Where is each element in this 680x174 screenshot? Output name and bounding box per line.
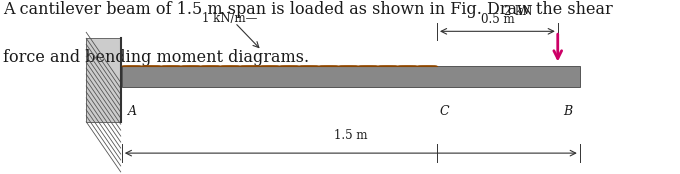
Polygon shape <box>161 65 181 66</box>
Polygon shape <box>299 65 319 66</box>
Polygon shape <box>240 65 260 66</box>
Polygon shape <box>358 65 378 66</box>
Polygon shape <box>398 65 418 66</box>
Bar <box>122 66 580 87</box>
Text: 2 kN: 2 kN <box>504 5 532 18</box>
Bar <box>86 38 121 122</box>
Polygon shape <box>279 65 299 66</box>
Polygon shape <box>378 65 398 66</box>
Text: 0.5 m: 0.5 m <box>481 13 514 26</box>
Polygon shape <box>201 65 220 66</box>
Text: 1.5 m: 1.5 m <box>334 129 368 142</box>
Polygon shape <box>260 65 279 66</box>
Text: C: C <box>440 105 449 118</box>
Polygon shape <box>122 65 141 66</box>
Polygon shape <box>181 65 201 66</box>
Text: A: A <box>128 105 137 118</box>
Text: B: B <box>564 105 573 118</box>
Polygon shape <box>339 65 358 66</box>
Polygon shape <box>220 65 240 66</box>
Text: A cantilever beam of 1.5 m span is loaded as shown in Fig. Draw the shear: A cantilever beam of 1.5 m span is loade… <box>3 1 613 18</box>
Text: force and bending moment diagrams.: force and bending moment diagrams. <box>3 49 309 66</box>
Polygon shape <box>319 65 339 66</box>
Text: 1 kN/m—: 1 kN/m— <box>202 12 258 25</box>
Polygon shape <box>141 65 161 66</box>
Polygon shape <box>418 65 437 66</box>
